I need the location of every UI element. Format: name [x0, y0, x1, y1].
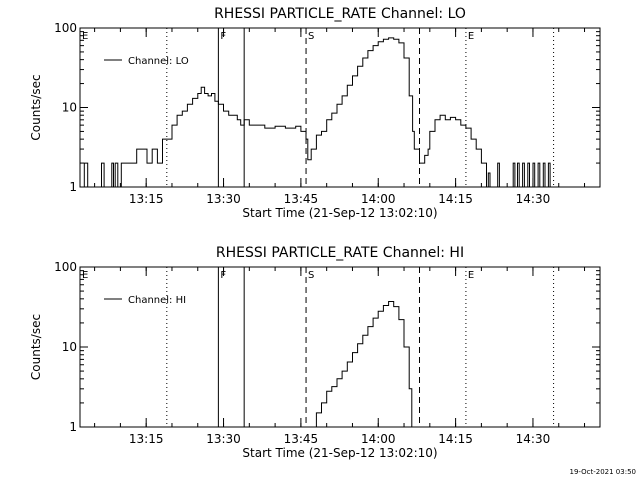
y-tick-label: 10 [62, 101, 77, 115]
x-tick-label: 13:15 [129, 192, 164, 206]
x-axis-label: Start Time (21-Sep-12 13:02:10) [242, 446, 437, 460]
y-tick-label: 10 [62, 340, 77, 354]
y-tick-label: 100 [54, 21, 77, 35]
chart-title: RHESSI PARTICLE_RATE Channel: LO [214, 6, 466, 22]
x-tick-label: 14:00 [361, 432, 396, 446]
x-tick-label: 14:15 [438, 192, 473, 206]
x-tick-label: 14:30 [516, 432, 551, 446]
series-line [311, 301, 413, 428]
timestamp: 19-Oct-2021 03:50 [570, 468, 636, 476]
marker-label: E [468, 31, 474, 42]
y-axis-label: Counts/sec [29, 314, 43, 380]
y-axis-label: Counts/sec [29, 74, 43, 140]
marker-label: E [82, 31, 88, 42]
marker-label: E [468, 270, 474, 281]
marker-label: S [308, 270, 314, 281]
marker-label: S [308, 31, 314, 42]
series-line [80, 37, 551, 188]
y-tick-label: 1 [69, 420, 77, 434]
marker-label: F [220, 270, 226, 281]
legend-label: Channel: HI [128, 295, 186, 306]
x-tick-label: 13:45 [284, 192, 319, 206]
x-tick-label: 14:15 [438, 432, 473, 446]
x-tick-label: 13:15 [129, 432, 164, 446]
legend-label: Channel: LO [128, 56, 189, 67]
y-tick-label: 1 [69, 180, 77, 194]
x-tick-label: 14:00 [361, 192, 396, 206]
x-axis-label: Start Time (21-Sep-12 13:02:10) [242, 206, 437, 220]
marker-label: F [220, 31, 226, 42]
x-tick-label: 13:30 [206, 432, 241, 446]
x-tick-label: 14:30 [516, 192, 551, 206]
chart-title: RHESSI PARTICLE_RATE Channel: HI [216, 245, 464, 261]
plot-frame [79, 266, 601, 428]
x-tick-label: 13:45 [284, 432, 319, 446]
x-tick-label: 13:30 [206, 192, 241, 206]
marker-label: E [82, 270, 88, 281]
y-tick-label: 100 [54, 260, 77, 274]
